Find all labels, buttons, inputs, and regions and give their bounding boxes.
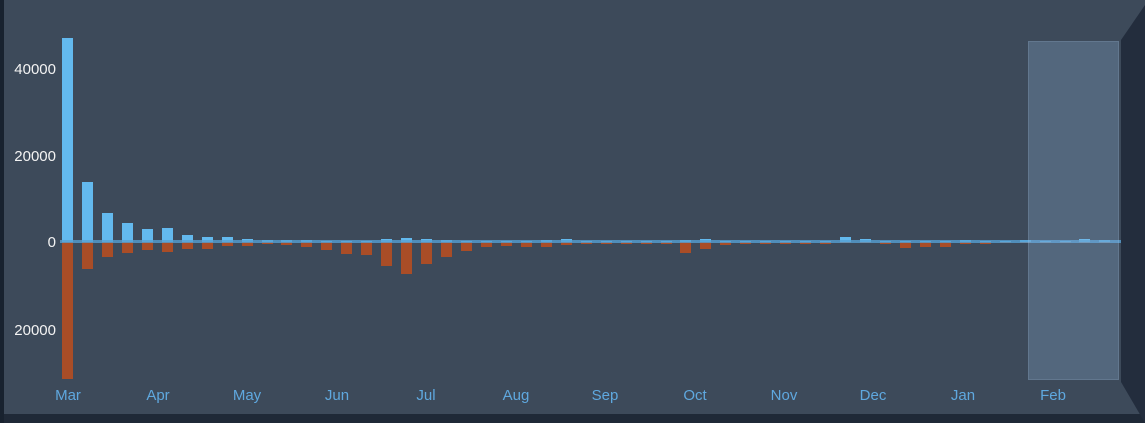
- bar-orange-week-36[interactable]: [760, 242, 772, 245]
- bar-blue-week-5[interactable]: [141, 229, 153, 242]
- bar-orange-week-19[interactable]: [421, 242, 433, 264]
- bar-orange-week-7[interactable]: [181, 242, 193, 250]
- bar-blue-week-40[interactable]: [840, 237, 852, 242]
- bar-orange-week-43[interactable]: [899, 242, 911, 249]
- bar-orange-week-29[interactable]: [620, 242, 632, 245]
- bar-orange-week-25[interactable]: [540, 242, 552, 248]
- y-tick-label-3: 20000: [14, 322, 56, 339]
- bar-orange-week-1[interactable]: [62, 242, 73, 380]
- bar-orange-week-11[interactable]: [261, 242, 273, 245]
- y-tick-label-0: 40000: [14, 61, 56, 78]
- bar-orange-week-44[interactable]: [919, 242, 931, 247]
- bar-orange-week-9[interactable]: [221, 242, 233, 247]
- bar-orange-week-3[interactable]: [101, 242, 113, 257]
- selection-window[interactable]: [1028, 41, 1119, 380]
- frame-bottom-edge: [0, 414, 1145, 423]
- bar-orange-week-23[interactable]: [500, 242, 512, 247]
- bar-orange-week-33[interactable]: [700, 242, 712, 249]
- bar-orange-week-4[interactable]: [121, 242, 133, 254]
- bar-blue-week-9[interactable]: [221, 237, 233, 242]
- x-tick-label-oct: Oct: [683, 387, 707, 404]
- bar-orange-week-45[interactable]: [939, 242, 951, 247]
- bar-orange-week-32[interactable]: [680, 242, 692, 253]
- bar-orange-week-2[interactable]: [81, 242, 93, 269]
- y-tick-label-2: 0: [47, 234, 56, 251]
- bar-orange-week-26[interactable]: [560, 242, 572, 245]
- bar-blue-week-8[interactable]: [201, 237, 213, 242]
- bar-orange-week-18[interactable]: [401, 242, 413, 274]
- x-tick-label-feb: Feb: [1040, 387, 1066, 404]
- bar-orange-week-5[interactable]: [141, 242, 153, 251]
- bar-orange-week-6[interactable]: [161, 242, 173, 252]
- bar-blue-week-6[interactable]: [161, 227, 173, 242]
- bar-blue-week-1[interactable]: [62, 38, 73, 242]
- bar-orange-week-15[interactable]: [341, 242, 353, 254]
- x-tick-label-jan: Jan: [950, 387, 976, 404]
- bar-orange-week-24[interactable]: [520, 242, 532, 248]
- bar-orange-week-16[interactable]: [361, 242, 373, 256]
- zero-axis-line: [60, 240, 1121, 243]
- bar-blue-week-3[interactable]: [101, 212, 113, 242]
- bar-orange-week-34[interactable]: [720, 242, 732, 246]
- bar-orange-week-27[interactable]: [580, 242, 592, 245]
- bar-orange-week-8[interactable]: [201, 242, 213, 249]
- frame-left-edge: [0, 0, 4, 423]
- bar-orange-week-10[interactable]: [241, 242, 253, 246]
- x-tick-label-may: May: [232, 387, 262, 404]
- x-tick-label-nov: Nov: [770, 387, 798, 404]
- x-tick-label-mar: Mar: [55, 387, 81, 404]
- bar-orange-week-35[interactable]: [740, 242, 752, 245]
- frame-right-edge: [1121, 5, 1145, 423]
- x-tick-label-dec: Dec: [859, 387, 887, 404]
- bar-orange-week-22[interactable]: [480, 242, 492, 248]
- bar-orange-week-17[interactable]: [381, 242, 393, 266]
- bar-blue-week-4[interactable]: [121, 222, 133, 242]
- x-tick-label-aug: Aug: [502, 387, 530, 404]
- x-tick-label-sep: Sep: [591, 387, 619, 404]
- bar-orange-week-12[interactable]: [281, 242, 293, 246]
- y-tick-label-1: 20000: [14, 148, 56, 165]
- x-tick-label-apr: Apr: [146, 387, 170, 404]
- bar-orange-week-13[interactable]: [301, 242, 313, 247]
- bar-blue-week-7[interactable]: [181, 235, 193, 242]
- bar-orange-week-20[interactable]: [441, 242, 453, 257]
- bar-orange-week-14[interactable]: [321, 242, 333, 251]
- bar-blue-week-18[interactable]: [401, 237, 413, 242]
- bar-orange-week-21[interactable]: [461, 242, 472, 251]
- bar-blue-week-2[interactable]: [81, 181, 93, 242]
- x-tick-label-jul: Jul: [416, 387, 436, 404]
- x-tick-label-jun: Jun: [324, 387, 350, 404]
